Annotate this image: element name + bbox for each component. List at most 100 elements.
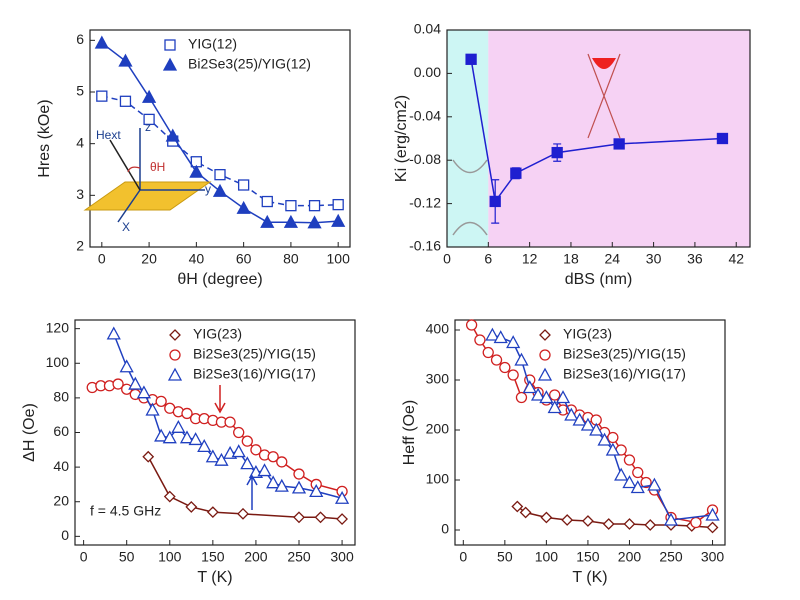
y-tick-label: 300 (426, 371, 450, 387)
x-tick-label: 100 (535, 549, 559, 565)
marker (212, 183, 228, 197)
y-tick-label: 100 (426, 471, 450, 487)
marker (163, 490, 176, 503)
marker (189, 164, 204, 178)
inset-shape (117, 128, 205, 223)
marker (274, 478, 289, 492)
marker (334, 490, 350, 504)
marker (293, 468, 305, 480)
x-tick-label: 0 (443, 251, 451, 267)
marker (314, 511, 327, 524)
x-tick-label: 50 (119, 549, 135, 565)
y-tick-label: 400 (426, 321, 450, 337)
marker (605, 442, 620, 456)
marker (706, 521, 719, 534)
annotation: y (205, 182, 211, 196)
marker (293, 511, 305, 524)
marker (499, 361, 511, 374)
marker (690, 516, 702, 529)
x-tick-label: 200 (244, 549, 268, 565)
y-tick-label: 40 (53, 458, 69, 474)
y-tick-label: 80 (53, 389, 69, 405)
y-tick-label: 5 (76, 83, 84, 99)
marker (128, 376, 143, 390)
series-line (92, 383, 343, 493)
arrow (246, 474, 258, 510)
marker (145, 402, 160, 416)
marker (493, 330, 508, 344)
y-axis-label: Heff (Oe) (401, 400, 418, 466)
legend-marker (169, 329, 181, 341)
x-tick-label: 0 (98, 251, 106, 267)
y-tick-label: 100 (46, 354, 70, 370)
marker (465, 53, 477, 65)
marker (309, 483, 324, 497)
x-tick-label: 50 (497, 549, 513, 565)
marker (136, 385, 152, 399)
marker (119, 95, 132, 107)
marker (510, 167, 522, 179)
axes-frame (454, 319, 726, 546)
marker (522, 380, 537, 394)
marker (540, 511, 553, 524)
marker (179, 430, 195, 444)
x-tick-label: 60 (236, 251, 252, 267)
x-tick-label: 6 (484, 251, 492, 267)
marker (266, 475, 281, 489)
marker (572, 412, 587, 426)
x-tick-label: 300 (701, 549, 725, 565)
x-tick-label: 250 (287, 549, 311, 565)
y-axis-label: Ki (erg/cm2) (393, 95, 410, 182)
y-tick-label: 0 (441, 521, 449, 537)
marker (474, 334, 486, 346)
y-tick-label: 20 (53, 492, 69, 508)
x-tick-label: 150 (201, 549, 225, 565)
x-tick-label: 200 (618, 549, 642, 565)
x-tick-label: 42 (728, 251, 744, 267)
marker (336, 513, 348, 525)
marker (257, 463, 272, 477)
marker (614, 467, 629, 481)
x-axis-label: T (K) (572, 569, 607, 586)
marker (236, 200, 251, 214)
marker (332, 198, 344, 211)
marker (613, 138, 625, 150)
legend-label: Bi2Se3(25)/YIG(15) (193, 346, 316, 362)
arrow (214, 385, 226, 414)
marker (233, 426, 245, 439)
marker (119, 359, 134, 373)
marker (582, 515, 594, 527)
marker (561, 514, 574, 526)
marker (580, 417, 596, 431)
marker (94, 35, 109, 49)
legend-marker (164, 39, 176, 51)
marker (511, 500, 524, 513)
legend-label: Bi2Se3(16)/YIG(17) (193, 366, 316, 382)
x-tick-label: 20 (141, 251, 157, 267)
marker (237, 179, 250, 191)
marker (96, 90, 108, 102)
marker (549, 389, 561, 401)
marker (514, 352, 529, 366)
marker (644, 519, 657, 531)
series-line (470, 59, 723, 204)
marker (489, 195, 501, 208)
axes-frame (89, 29, 351, 248)
marker (291, 480, 307, 494)
annotation: θH (150, 160, 165, 174)
y-tick-label: -0.12 (409, 194, 441, 210)
y-tick-label: 200 (426, 421, 450, 437)
marker (465, 319, 478, 331)
legend-marker (539, 329, 551, 341)
x-tick-label: 18 (563, 251, 579, 267)
marker (206, 506, 219, 519)
marker (276, 456, 288, 468)
marker (143, 113, 155, 126)
marker (162, 430, 177, 444)
marker (171, 419, 186, 433)
marker (106, 326, 121, 340)
marker (519, 506, 532, 519)
marker (241, 435, 253, 447)
x-axis-label: T (K) (197, 569, 232, 586)
legend-label: Bi2Se3(25)/YIG(15) (563, 346, 686, 362)
